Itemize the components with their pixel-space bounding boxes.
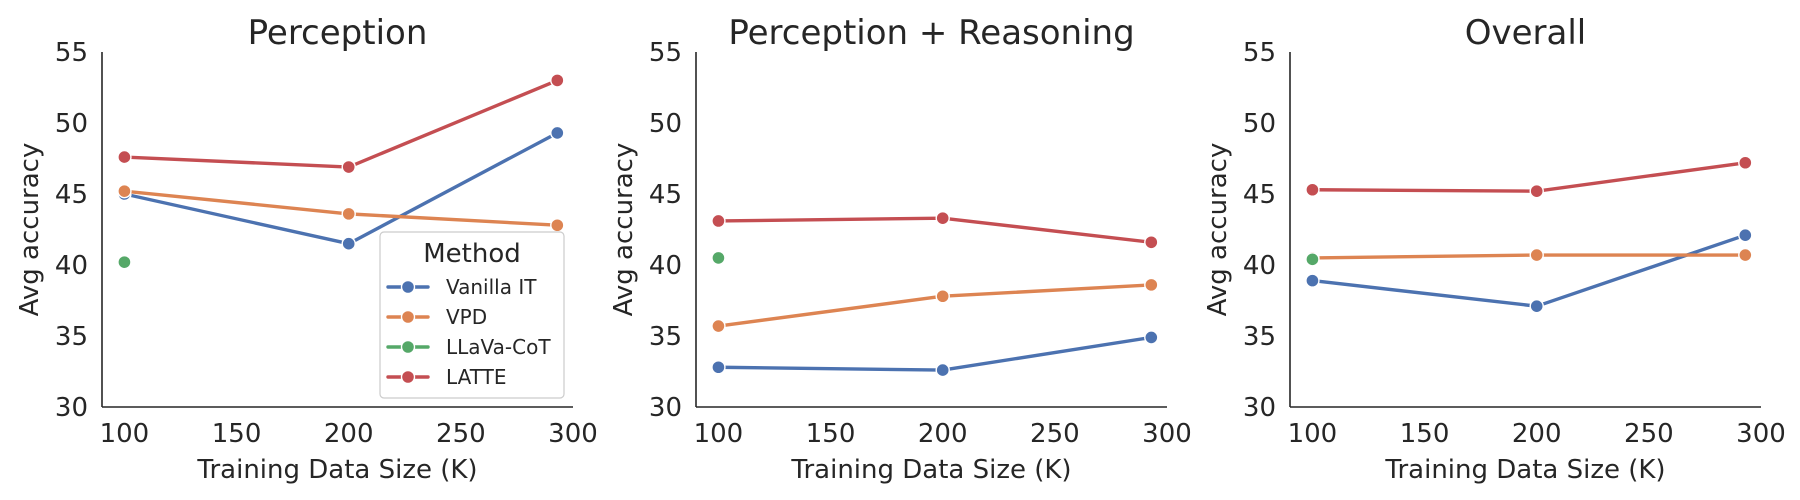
x-tick-label: 150: [1400, 419, 1450, 449]
y-axis-label: Avg accuracy: [609, 143, 639, 317]
data-point-vanilla-it: [341, 236, 356, 251]
data-point-vanilla-it: [1305, 273, 1320, 288]
legend-title: Method: [423, 239, 521, 269]
y-tick-label: 55: [649, 38, 682, 68]
data-point-vanilla-it: [1144, 330, 1159, 345]
y-tick-label: 45: [55, 180, 88, 210]
y-tick-label: 55: [1243, 38, 1276, 68]
chart-title: Overall: [1465, 13, 1587, 53]
data-point-latte: [1529, 183, 1544, 199]
data-point-latte: [1144, 235, 1159, 250]
x-axis-label: Training Data Size (K): [1384, 455, 1665, 485]
chart-panel-2: Perception + Reasoning 30 35 40 45 50 55 100 150…: [609, 13, 1192, 485]
data-point-latte: [117, 149, 132, 165]
y-tick-label: 35: [649, 322, 682, 352]
y-tick-label: 35: [55, 322, 88, 352]
series-line-vanilla-it: [716, 335, 1154, 372]
x-tick-label: 100: [1288, 419, 1338, 449]
y-tick-label: 50: [649, 109, 682, 139]
data-point-llava-cot: [1305, 252, 1320, 267]
x-tick-label: 300: [548, 419, 598, 449]
y-tick-label: 45: [1243, 180, 1276, 210]
legend-label-vanilla-it: Vanilla IT: [446, 275, 537, 299]
data-point-vpd: [341, 206, 356, 222]
series-line-latte: [1310, 161, 1748, 193]
x-tick-label: 200: [324, 419, 374, 449]
data-point-latte: [935, 210, 950, 226]
data-point-vanilla-it: [550, 125, 565, 141]
legend-marker-latte: [400, 369, 416, 385]
legend-marker-vanilla-it: [400, 279, 416, 295]
y-tick-label: 30: [649, 393, 682, 423]
chart-title: Perception: [248, 13, 428, 53]
data-point-llava-cot: [711, 250, 726, 266]
x-tick-label: 300: [1142, 419, 1192, 449]
y-tick-label: 30: [1243, 393, 1276, 423]
legend-label-latte: LATTE: [446, 365, 506, 389]
x-tick-label: 250: [436, 419, 486, 449]
legend-marker-llava-cot: [400, 339, 416, 355]
legend-box: [379, 231, 565, 399]
data-point-vpd: [1738, 247, 1753, 263]
data-point-vpd: [935, 289, 950, 304]
data-point-latte: [341, 159, 356, 175]
data-point-vanilla-it: [1529, 298, 1544, 314]
y-tick-label: 45: [649, 180, 682, 210]
series-line-vanilla-it: [1310, 233, 1748, 308]
chart-panel-1: Perception 30 35 40 45 50 55 100 150 200 250 300 Tra…: [15, 13, 598, 485]
legend-marker-vpd: [400, 309, 416, 325]
data-point-latte: [550, 73, 565, 88]
x-tick-label: 250: [1624, 419, 1674, 449]
data-point-latte: [711, 213, 726, 229]
y-tick-label: 50: [1243, 109, 1276, 139]
x-tick-label: 100: [694, 419, 744, 449]
x-tick-label: 150: [212, 419, 262, 449]
y-tick-label: 35: [1243, 322, 1276, 352]
chart-title: Perception + Reasoning: [728, 13, 1134, 53]
legend-label-llava-cot: LLaVa-CoT: [446, 335, 551, 359]
y-tick-label: 50: [55, 109, 88, 139]
data-point-vpd: [1529, 247, 1544, 263]
series-line-vanilla-it: [122, 131, 559, 246]
legend: Method Vanilla IT VPD LLaVa-CoT LATTE: [379, 231, 565, 399]
x-tick-label: 300: [1736, 419, 1786, 449]
y-axis-label: Avg accuracy: [15, 143, 45, 317]
x-axis-label: Training Data Size (K): [790, 455, 1071, 485]
x-tick-label: 250: [1030, 419, 1080, 449]
data-point-vanilla-it: [1738, 227, 1753, 243]
y-tick-label: 40: [649, 251, 682, 281]
data-point-vpd: [1144, 277, 1159, 293]
data-point-vanilla-it: [711, 360, 726, 375]
y-axis-label: Avg accuracy: [1203, 143, 1233, 317]
y-tick-label: 30: [55, 393, 88, 423]
y-tick-label: 40: [55, 251, 88, 281]
data-point-vpd: [550, 218, 565, 233]
data-point-vpd: [117, 183, 132, 199]
x-tick-label: 150: [806, 419, 856, 449]
data-point-vanilla-it: [935, 362, 950, 378]
y-tick-label: 55: [55, 38, 88, 68]
x-tick-label: 200: [1512, 419, 1562, 449]
data-point-latte: [1305, 182, 1320, 197]
chart-panel-3: Overall 30 35 40 45 50 55 100 150 200 250 300 Traini…: [1203, 13, 1786, 485]
data-point-latte: [1738, 155, 1753, 170]
x-tick-label: 100: [100, 419, 150, 449]
series-line-latte: [122, 78, 559, 169]
x-axis-label: Training Data Size (K): [196, 455, 477, 485]
data-point-llava-cot: [117, 254, 132, 270]
legend-label-vpd: VPD: [446, 305, 487, 329]
x-tick-label: 200: [918, 419, 968, 449]
series-line-latte: [716, 216, 1154, 244]
data-point-vpd: [711, 318, 726, 334]
series-line-vpd: [716, 283, 1154, 328]
y-tick-label: 40: [1243, 251, 1276, 281]
